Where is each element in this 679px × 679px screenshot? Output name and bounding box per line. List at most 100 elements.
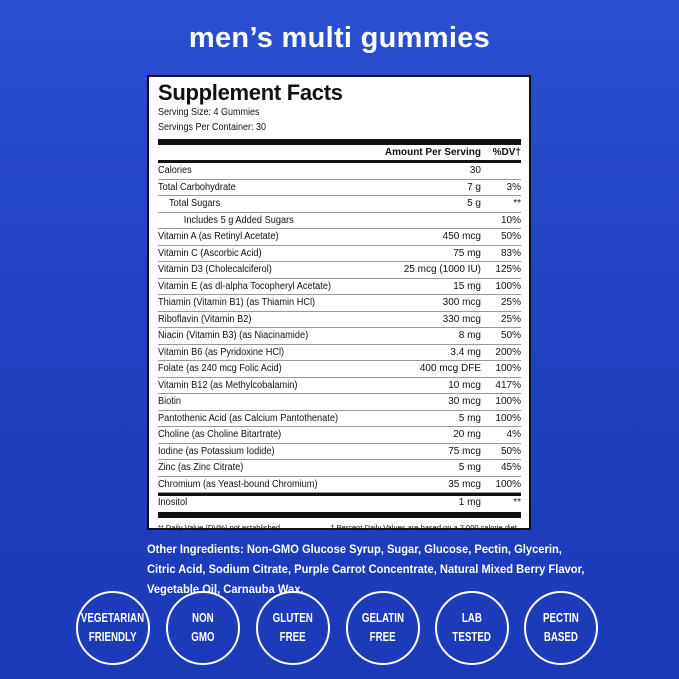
badge-text: VEGETARIAN [81,611,145,625]
badge-non-gmo: NON GMO [166,591,240,665]
amount: 25 mcg (1000 IU) [403,264,481,276]
amount: 330 mcg [442,313,481,325]
daily-value: 83% [500,247,521,259]
nutrient-name: Biotin [158,396,182,408]
amount: 8 mg [458,330,481,342]
badge-text: FREE [369,630,397,644]
nutrient-name: Vitamin E (as dl-alpha Tocopheryl Acetat… [158,280,332,292]
nutrient-name: Zinc (as Zinc Citrate) [158,462,244,474]
table-row: Chromium (as Yeast-bound Chromium) 35 mcg… [158,477,521,493]
table-row: Vitamin C (Ascorbic Acid) 75 mg 83% [158,246,521,262]
daily-value: ** [513,497,521,509]
daily-value: 4% [506,429,521,441]
badge-gelatin-free: GELATIN FREE [346,591,420,665]
amount: 300 mcg [442,297,481,309]
amount: 15 mg [453,280,481,292]
nutrient-name: Inositol [158,497,188,509]
badge-gluten-free: GLUTEN FREE [256,591,330,665]
badge-text: LAB [461,611,483,625]
amount: 5 mg [458,412,481,424]
nutrient-name: Thiamin (Vitamin B1) (as Thiamin HCl) [158,297,316,309]
badge-text: PECTIN [543,611,579,625]
servings-per-container: Servings Per Container: 30 [158,122,267,133]
amount: 30 [469,165,481,177]
amount: 75 mcg [448,445,481,457]
table-row: Total Carbohydrate 7 g 3% [158,180,521,196]
daily-value: 50% [500,445,521,457]
amount: 20 mg [453,429,481,441]
table-row: Vitamin B6 (as Pyridoxine HCl) 3.4 mg 200% [158,345,521,361]
badge-text: GLUTEN [272,611,314,625]
daily-value: 50% [500,330,521,342]
table-row: Zinc (as Zinc Citrate) 5 mg 45% [158,460,521,477]
daily-value: 100% [495,363,521,375]
badge-text: NON [192,611,214,625]
daily-value: 200% [495,346,521,358]
table-row: Iodine (as Potassium Iodide) 75 mcg 50% [158,444,521,460]
serving-size: Serving Size: 4 Gummies [158,107,260,118]
footnote-left: ** Daily Value (DV%) not established. [158,522,283,532]
supplement-facts-panel: Supplement Facts Serving Size: 4 Gummies… [147,75,531,532]
amount: 5 mg [458,462,481,474]
nutrient-name: Calories [158,165,192,177]
table-row: Vitamin E (as dl-alpha Tocopheryl Acetat… [158,279,521,295]
table-row: Vitamin D3 (Cholecalciferol) 25 mcg (1000… [158,262,521,279]
footnote-right: † Percent Daily Values are based on a 2,… [330,522,519,532]
amount: 10 mcg [448,379,481,391]
amount: 400 mcg DFE [419,363,481,375]
daily-value: 125% [495,264,521,276]
nutrient-name: Vitamin B6 (as Pyridoxine HCl) [158,346,285,358]
badge-vegetarian-friendly: VEGETARIAN FRIENDLY [76,591,150,665]
nutrient-name: Includes 5 g Added Sugars [183,214,294,226]
table-row: Riboflavin (Vitamin B2) 330 mcg 25% [158,312,521,328]
table-row: Vitamin B12 (as Methylcobalamin) 10 mcg 41… [158,378,521,394]
badge-pectin-based: PECTIN BASED [524,591,598,665]
daily-value: 417% [495,379,521,391]
amount: 5 g [467,198,481,210]
col-dv: %DV† [492,147,521,158]
nutrient-name: Riboflavin (Vitamin B2) [158,313,252,325]
amount: 3.4 mg [450,346,481,358]
daily-value: 100% [495,396,521,408]
other-ingredients: Other Ingredients: Non-GMO Glucose Syrup… [147,542,585,596]
daily-value: 45% [500,462,521,474]
amount: 450 mcg [442,231,481,243]
daily-value: 50% [500,231,521,243]
badge-lab-tested: LAB TESTED [435,591,509,665]
table-row: Thiamin (Vitamin B1) (as Thiamin HCl) 300… [158,295,521,312]
table-row: Niacin (Vitamin B3) (as Niacinamide) 8 mg… [158,328,521,345]
table-row: Biotin 30 mcg 100% [158,394,521,411]
badge-text: FRIENDLY [89,630,137,644]
footnotes: ** Daily Value (DV%) not established. † … [158,511,521,532]
nutrient-name: Pantothenic Acid (as Calcium Pantothenat… [158,412,339,424]
table-row: Calories 30 [158,163,521,180]
nutrient-name: Chromium (as Yeast-bound Chromium) [158,478,318,490]
divider [158,139,521,145]
nutrient-name: Total Carbohydrate [158,181,236,193]
col-amount: Amount Per Serving [384,147,481,158]
amount: 35 mcg [448,478,481,490]
badge-text: BASED [543,630,579,644]
nutrient-name: Vitamin A (as Retinyl Acetate) [158,231,279,243]
badge-text: TESTED [452,630,492,644]
nutrient-name: Choline (as Choline Bitartrate) [158,429,282,441]
table-row: Choline (as Choline Bitartrate) 20 mg 4% [158,427,521,444]
table-header: Amount Per Serving %DV† [158,145,521,163]
daily-value: 3% [506,181,521,193]
daily-value: ** [513,198,521,210]
nutrient-name: Vitamin D3 (Cholecalciferol) [158,264,272,276]
badge-text: FREE [279,630,307,644]
daily-value: 10% [500,214,521,226]
table-row: Includes 5 g Added Sugars 10% [158,213,521,229]
amount: 7 g [467,181,481,193]
daily-value: 25% [500,313,521,325]
table-row: Total Sugars 5 g ** [158,196,521,213]
table-row: Folate (as 240 mcg Folic Acid) 400 mcg DF… [158,361,521,378]
amount: 30 mcg [448,396,481,408]
daily-value: 100% [495,478,521,490]
daily-value: 25% [500,297,521,309]
daily-value: 100% [495,412,521,424]
headline: men’s multi gummies [188,22,491,54]
nutrient-name: Folate (as 240 mcg Folic Acid) [158,363,282,375]
nutrient-name: Total Sugars [169,198,221,210]
